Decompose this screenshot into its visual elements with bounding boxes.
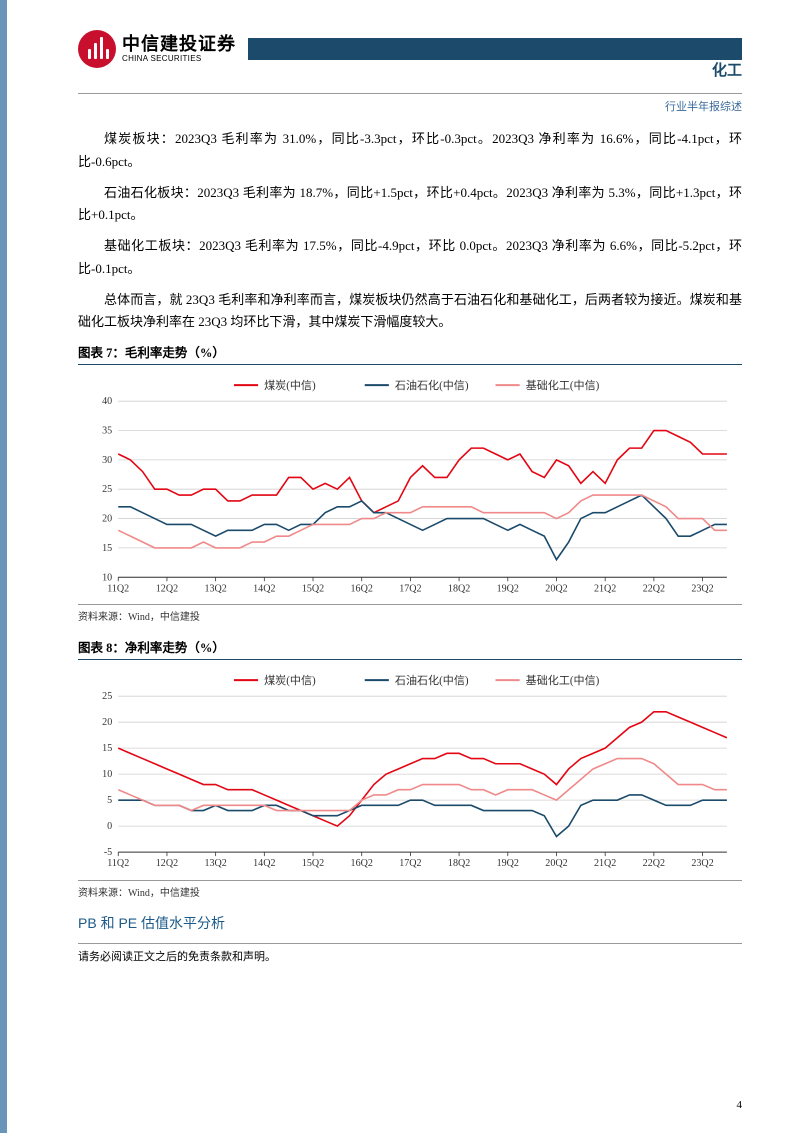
svg-text:21Q2: 21Q2 <box>594 583 616 594</box>
svg-text:基础化工(中信): 基础化工(中信) <box>526 673 600 687</box>
svg-text:5: 5 <box>107 796 112 807</box>
svg-text:20: 20 <box>102 718 112 729</box>
svg-text:16Q2: 16Q2 <box>351 859 373 870</box>
category-label: 化工 <box>712 59 742 80</box>
chart7: 10 15 20 25 30 35 40 11Q2 12Q2 13Q2 14Q2 15Q2 16Q2 17… <box>78 371 742 602</box>
left-accent <box>0 0 7 1133</box>
svg-text:20: 20 <box>102 514 112 525</box>
svg-text:22Q2: 22Q2 <box>643 583 665 594</box>
logo-icon <box>78 30 116 68</box>
svg-text:17Q2: 17Q2 <box>399 859 421 870</box>
chart8: -5 0 5 10 15 20 25 11Q2 12Q2 13Q2 14Q2 15Q2 16Q2 17Q2… <box>78 666 742 877</box>
svg-text:21Q2: 21Q2 <box>594 859 616 870</box>
section-title: PB 和 PE 估值水平分析 <box>78 913 742 933</box>
logo-cn: 中信建投证券 <box>122 35 236 53</box>
svg-text:25: 25 <box>102 692 112 703</box>
paragraph-3: 基础化工板块：2023Q3 毛利率为 17.5%，同比-4.9pct，环比 0.… <box>78 235 742 281</box>
header-bar: 化工 <box>248 38 742 60</box>
svg-text:11Q2: 11Q2 <box>107 859 129 870</box>
svg-text:18Q2: 18Q2 <box>448 859 470 870</box>
svg-text:30: 30 <box>102 455 112 466</box>
svg-text:16Q2: 16Q2 <box>351 583 373 594</box>
paragraph-2: 石油石化板块：2023Q3 毛利率为 18.7%，同比+1.5pct，环比+0.… <box>78 182 742 228</box>
svg-text:石油石化(中信): 石油石化(中信) <box>395 673 469 687</box>
svg-text:14Q2: 14Q2 <box>253 583 275 594</box>
svg-text:15: 15 <box>102 543 112 554</box>
svg-text:10: 10 <box>102 770 112 781</box>
svg-text:13Q2: 13Q2 <box>204 859 226 870</box>
svg-text:13Q2: 13Q2 <box>204 583 226 594</box>
svg-text:20Q2: 20Q2 <box>545 583 567 594</box>
svg-text:15Q2: 15Q2 <box>302 859 324 870</box>
paragraph-1: 煤炭板块：2023Q3 毛利率为 31.0%，同比-3.3pct，环比-0.3p… <box>78 128 742 174</box>
svg-text:14Q2: 14Q2 <box>253 859 275 870</box>
subheader: 行业半年报综述 <box>78 98 742 114</box>
svg-text:19Q2: 19Q2 <box>497 583 519 594</box>
svg-text:12Q2: 12Q2 <box>156 859 178 870</box>
paragraph-4: 总体而言，就 23Q3 毛利率和净利率而言，煤炭板块仍然高于石油石化和基础化工，… <box>78 289 742 335</box>
svg-text:40: 40 <box>102 396 112 407</box>
svg-text:0: 0 <box>107 822 112 833</box>
svg-text:煤炭(中信): 煤炭(中信) <box>264 379 316 392</box>
svg-text:-5: -5 <box>104 848 112 859</box>
svg-text:石油石化(中信): 石油石化(中信) <box>395 378 469 392</box>
page-number: 4 <box>737 1099 743 1111</box>
svg-text:17Q2: 17Q2 <box>399 583 421 594</box>
svg-text:11Q2: 11Q2 <box>107 583 129 594</box>
svg-text:22Q2: 22Q2 <box>643 859 665 870</box>
chart7-source: 资料来源：Wind，中信建投 <box>78 608 742 623</box>
svg-text:基础化工(中信): 基础化工(中信) <box>526 378 600 392</box>
logo-en: CHINA SECURITIES <box>122 55 236 63</box>
svg-text:15: 15 <box>102 744 112 755</box>
svg-text:23Q2: 23Q2 <box>691 583 713 594</box>
svg-text:35: 35 <box>102 426 112 437</box>
chart8-source: 资料来源：Wind，中信建投 <box>78 884 742 899</box>
svg-text:10: 10 <box>102 572 112 583</box>
chart8-title: 图表 8：净利率走势（%） <box>78 637 742 656</box>
svg-text:19Q2: 19Q2 <box>497 859 519 870</box>
svg-text:20Q2: 20Q2 <box>545 859 567 870</box>
svg-text:23Q2: 23Q2 <box>691 859 713 870</box>
svg-text:18Q2: 18Q2 <box>448 583 470 594</box>
header: 中信建投证券 CHINA SECURITIES 化工 <box>78 30 742 68</box>
svg-text:12Q2: 12Q2 <box>156 583 178 594</box>
logo: 中信建投证券 CHINA SECURITIES <box>78 30 236 68</box>
footer-disclaimer: 请务必阅读正文之后的免责条款和声明。 <box>78 948 742 964</box>
svg-text:25: 25 <box>102 484 112 495</box>
chart7-title: 图表 7：毛利率走势（%） <box>78 342 742 361</box>
svg-text:煤炭(中信): 煤炭(中信) <box>264 674 316 687</box>
svg-text:15Q2: 15Q2 <box>302 583 324 594</box>
